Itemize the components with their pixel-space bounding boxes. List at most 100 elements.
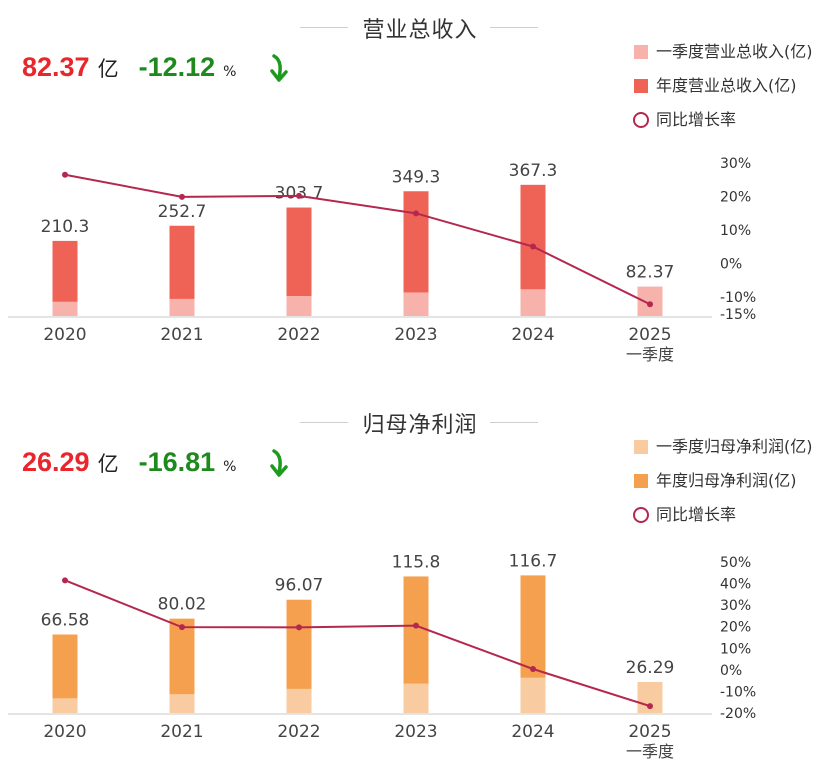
growth-rate-line: [64, 173, 651, 306]
revenue-panel: 营业总收入 82.37 亿 -12.12% 一季度营业总收入(亿) 年度营业总收入(…: [0, 0, 831, 385]
quarter-bar: [169, 694, 195, 713]
x-tick-label: 2021: [160, 325, 203, 345]
x-tick-label: 2023: [394, 325, 437, 345]
chart-title: 营业总收入: [362, 18, 478, 43]
legend-swatch: [634, 79, 648, 93]
right-axis-tick-label: -15%: [720, 307, 756, 323]
down-arrow-icon: [270, 54, 288, 82]
kpi-summary: 82.37 亿 -12.12%: [22, 52, 236, 92]
net-profit-panel: 归母净利润 26.29 亿 -16.81% 一季度归母净利润(亿) 年度归母净利润(…: [0, 395, 831, 780]
data-label: 96.07: [275, 576, 324, 596]
quarter-bar: [52, 698, 78, 713]
legend-label: 年度营业总收入(亿): [656, 76, 797, 95]
growth-rate-point: [413, 210, 419, 217]
quarter-bar: [520, 289, 546, 316]
kpi-value: 82.37: [22, 52, 90, 82]
growth-rate-point: [62, 577, 68, 584]
right-axis-tick-label: 50%: [720, 555, 751, 571]
growth-rate-point: [413, 622, 419, 629]
quarter-bar: [286, 296, 312, 316]
legend-swatch: [634, 45, 648, 59]
growth-rate-point: [179, 624, 185, 631]
data-label: 80.02: [158, 595, 207, 615]
legend-item-growth: 同比增长率: [632, 505, 813, 539]
legend-item-annual: 年度营业总收入(亿): [632, 76, 813, 110]
chart-legend: 一季度归母净利润(亿) 年度归母净利润(亿) 同比增长率: [632, 437, 813, 539]
growth-rate-point: [530, 243, 536, 250]
chart-title: 归母净利润: [362, 413, 478, 438]
growth-rate-point: [647, 301, 653, 308]
legend-item-growth: 同比增长率: [632, 110, 813, 144]
x-tick-sublabel: 一季度: [626, 742, 674, 761]
title-divider-right: [490, 422, 538, 423]
x-tick-label: 2020: [43, 325, 86, 345]
right-axis-tick-label: -10%: [720, 684, 756, 700]
legend-swatch: [634, 440, 648, 454]
legend-item-quarter: 一季度归母净利润(亿): [632, 437, 813, 471]
right-axis-tick-label: 0%: [720, 257, 742, 273]
x-tick-label: 2022: [277, 722, 320, 742]
kpi-unit: 亿: [97, 57, 119, 81]
x-tick-label: 2025: [628, 325, 671, 345]
legend-swatch: [634, 474, 648, 488]
right-axis-tick-label: 40%: [720, 577, 751, 593]
quarter-bar: [520, 677, 546, 713]
right-axis-tick-label: 10%: [720, 641, 751, 657]
quarter-bar: [403, 683, 429, 713]
right-axis-tick-label: 20%: [720, 190, 751, 206]
data-label: 116.7: [509, 551, 558, 571]
x-tick-label: 2020: [43, 722, 86, 742]
legend-ring-marker: [633, 507, 649, 523]
data-label: 66.58: [41, 610, 90, 630]
legend-label: 一季度归母净利润(亿): [656, 437, 813, 456]
right-axis-tick-label: -10%: [720, 290, 756, 306]
net-profit-chart: 66.58 2020 80.02 2021 96.07 2022 115.8 2023 116.…: [8, 551, 756, 761]
data-label: 210.3: [41, 217, 90, 237]
chart-legend: 一季度营业总收入(亿) 年度营业总收入(亿) 同比增长率: [632, 42, 813, 144]
data-label: 349.3: [392, 167, 441, 187]
legend-item-annual: 年度归母净利润(亿): [632, 471, 813, 505]
x-tick-label: 2023: [394, 722, 437, 742]
right-axis-tick-label: 10%: [720, 223, 751, 239]
growth-rate-line: [64, 579, 651, 708]
data-label: 115.8: [392, 552, 441, 572]
growth-rate-point: [62, 171, 68, 178]
net-profit-title-area: 归母净利润: [0, 405, 831, 438]
data-label: 82.37: [626, 263, 675, 283]
right-axis-tick-label: 0%: [720, 663, 742, 679]
kpi-pct-unit: %: [223, 64, 237, 80]
right-axis-tick-label: -20%: [720, 706, 756, 722]
legend-label: 同比增长率: [656, 505, 737, 524]
kpi-unit: 亿: [97, 452, 119, 476]
kpi-pct-unit: %: [223, 459, 237, 475]
x-tick-label: 2021: [160, 722, 203, 742]
data-label: 26.29: [626, 658, 675, 678]
kpi-change: -16.81: [138, 447, 216, 477]
data-label: 367.3: [509, 161, 558, 181]
growth-rate-point: [179, 193, 185, 200]
growth-rate-point: [296, 624, 302, 631]
x-tick-sublabel: 一季度: [626, 345, 674, 364]
growth-rate-point: [530, 665, 536, 672]
growth-rate-point: [296, 192, 302, 199]
legend-label: 同比增长率: [656, 110, 737, 129]
revenue-title-area: 营业总收入: [0, 10, 831, 43]
revenue-chart: 210.32020252.72021303.72022349.32023367.…: [8, 156, 756, 364]
quarter-bar: [403, 292, 429, 316]
quarter-bar: [169, 298, 195, 316]
quarter-bar: [52, 301, 78, 316]
right-axis-tick-label: 30%: [720, 156, 751, 172]
legend-item-quarter: 一季度营业总收入(亿): [632, 42, 813, 76]
growth-rate-point: [647, 703, 653, 710]
x-tick-label: 2024: [511, 325, 554, 345]
title-divider-right: [490, 27, 538, 28]
kpi-summary: 26.29 亿 -16.81%: [22, 447, 236, 487]
legend-ring-marker: [633, 112, 649, 128]
legend-label: 年度归母净利润(亿): [656, 471, 797, 490]
down-arrow-icon: [270, 449, 288, 477]
quarter-bar: [286, 688, 312, 713]
legend-label: 一季度营业总收入(亿): [656, 42, 813, 61]
title-divider-left: [300, 422, 348, 423]
x-tick-label: 2024: [511, 722, 554, 742]
x-tick-label: 2025: [628, 722, 671, 742]
